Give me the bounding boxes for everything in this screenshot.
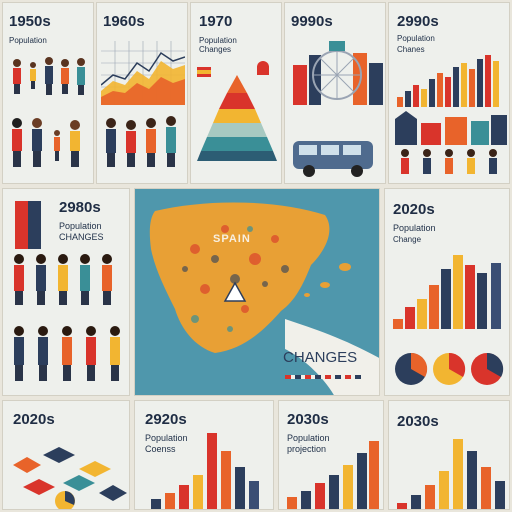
bar-chart-icon (397, 435, 507, 509)
tile-title: 2990s (397, 13, 439, 30)
tile-subtitle-2: Change (393, 235, 422, 244)
tile-subtitle: Population (59, 221, 102, 231)
bar-chart-icon (287, 437, 381, 509)
tile-subtitle: Population (145, 433, 188, 443)
family-illustration (13, 57, 85, 95)
tile-subtitle-2: Coenss (145, 444, 176, 454)
map-label: SPAIN (213, 233, 251, 245)
map-caption: CHANGES (283, 349, 358, 366)
city-wheel-illustration (293, 41, 383, 105)
tile-2990s: 2990s Population Chanes (388, 2, 510, 184)
bar-chart-icon (145, 431, 269, 509)
tile-title: 2030s (397, 413, 439, 430)
tile-9990s: 9990s (284, 2, 386, 184)
tile-title: 9990s (291, 13, 333, 30)
tile-1960s: 1960s (96, 2, 188, 184)
bar-chart-icon (397, 53, 505, 107)
van-icon (293, 141, 373, 177)
people-row-1 (14, 254, 112, 305)
tile-subtitle: Population (397, 34, 435, 43)
tile-title: 1950s (9, 13, 51, 30)
building-icon (15, 201, 41, 249)
family-illustration-2 (12, 118, 80, 167)
spain-map (135, 189, 379, 395)
tile-title: 2030s (287, 411, 329, 428)
population-pyramid (197, 75, 277, 161)
tile-subtitle: Population Changes (199, 36, 237, 54)
tile-subtitle-2: projection (287, 444, 327, 454)
tile-subtitle: Population (287, 433, 330, 443)
tile-2920s: 2920s Population Coenss (134, 400, 274, 510)
tile-subtitle: Population (9, 36, 47, 45)
tile-subtitle: Population (393, 223, 436, 233)
tile-1950s: 1950s Population (2, 2, 94, 184)
tile-title: 2920s (145, 411, 187, 428)
people-row-2 (14, 326, 120, 381)
tile-2020s-right: 2020s Population Change (384, 188, 510, 396)
building-icon (257, 61, 269, 75)
tile-title: 2020s (393, 201, 435, 218)
tile-2030s: 2030s (388, 400, 510, 510)
line-chart-icon (101, 41, 185, 105)
tile-title: 2020s (13, 411, 55, 428)
tile-1970: 1970 Population Changes (190, 2, 282, 184)
tile-2980s: 2980s Population CHANGES (2, 188, 130, 396)
tile-title: 1960s (103, 13, 145, 30)
isometric-city-illustration (13, 447, 127, 509)
tile-2020s-bottom: 2020s (2, 400, 130, 510)
tile-2030s-projection: 2030s Population projection (278, 400, 384, 510)
tile-title: 1970 (199, 13, 233, 30)
legend-strip (285, 375, 365, 379)
tile-map: SPAIN CHANGES (134, 188, 380, 396)
flag-icon (197, 67, 211, 77)
tile-title: 2980s (59, 199, 101, 216)
bar-chart-icon (393, 245, 503, 329)
tile-subtitle-2: Chanes (397, 45, 425, 54)
people-illustration (106, 116, 176, 167)
houses-people-illustration (395, 111, 507, 174)
pie-icons (395, 352, 504, 385)
tile-subtitle-2: CHANGES (59, 232, 104, 242)
